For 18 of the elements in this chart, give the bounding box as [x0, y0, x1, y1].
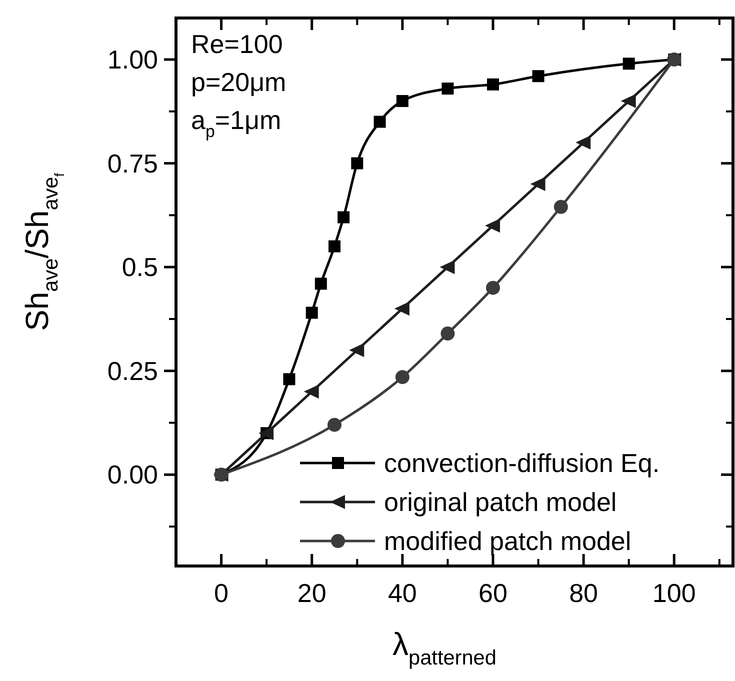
annotation: p=20μm [191, 67, 286, 97]
legend-label: original patch model [384, 487, 617, 517]
legend-label: modified patch model [384, 526, 632, 556]
x-axis-title: λ$_{patterned}$ [392, 626, 496, 670]
x-tick-label: 60 [478, 578, 508, 608]
annotation: Re=100 [191, 29, 283, 59]
y-tick-label: 0.75 [107, 148, 158, 178]
x-tick-label: 100 [652, 578, 696, 608]
x-tick-label: 80 [569, 578, 598, 608]
text: 1.00 [107, 44, 158, 75]
y-tick-label: 0.25 [107, 356, 158, 386]
annotation: a$_{p}$=1μm [191, 105, 282, 141]
x-tick-label: 20 [297, 578, 326, 608]
x-tick-label: 0 [214, 578, 229, 608]
text: 0.00 [107, 460, 158, 490]
legend-label: convection-diffusion Eq. [384, 448, 660, 478]
x-tick-label: 40 [388, 578, 417, 608]
y-tick-label: 0.5 [122, 252, 158, 282]
